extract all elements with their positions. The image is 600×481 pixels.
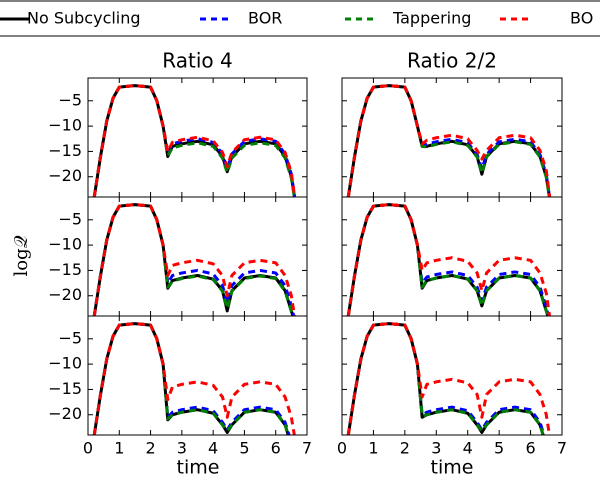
series-line — [92, 322, 291, 435]
panel-title: Ratio 2/2 — [407, 49, 497, 73]
x-tick-label: 0 — [83, 439, 93, 458]
x-axis-label: time — [431, 457, 474, 479]
x-tick-label: 5 — [239, 439, 249, 458]
series-line — [346, 84, 551, 197]
axes-frame — [87, 315, 308, 436]
plot-lines — [346, 322, 551, 435]
y-tick-label: −15 — [48, 260, 82, 279]
y-tick-label: −5 — [58, 328, 82, 347]
y-tick-label: −20 — [48, 404, 82, 423]
axes-frame — [87, 77, 308, 198]
series-line — [92, 322, 290, 435]
plot-lines — [92, 84, 297, 197]
y-tick-label: −20 — [48, 285, 82, 304]
series-line — [346, 322, 545, 435]
series-line — [92, 84, 296, 197]
y-tick-label: −5 — [58, 90, 82, 109]
panel-title: Ratio 4 — [162, 49, 232, 73]
series-line — [346, 322, 546, 435]
y-tick-label: −15 — [48, 379, 82, 398]
plot-lines — [346, 84, 552, 197]
legend-label: Tappering — [392, 9, 471, 28]
series-line — [92, 203, 295, 316]
x-tick-label: 2 — [145, 439, 155, 458]
series-line — [92, 203, 295, 316]
series-line — [346, 84, 552, 197]
y-tick-label: −15 — [48, 141, 82, 160]
x-tick-label: 1 — [114, 439, 124, 458]
y-tick-label: −10 — [48, 354, 82, 373]
x-tick-label: 4 — [463, 439, 473, 458]
axes-frame — [341, 77, 563, 198]
x-tick-label: 4 — [208, 439, 218, 458]
x-tick-label: 3 — [431, 439, 441, 458]
x-tick-label: 3 — [177, 439, 187, 458]
series-line — [346, 322, 545, 435]
x-tick-label: 7 — [557, 439, 567, 458]
series-line — [346, 203, 552, 316]
y-tick-label: −10 — [48, 235, 82, 254]
series-line — [92, 322, 296, 435]
x-tick-label: 1 — [368, 439, 378, 458]
x-tick-label: 7 — [302, 439, 312, 458]
series-line — [92, 203, 296, 316]
series-line — [346, 203, 550, 316]
series-line — [92, 84, 297, 197]
series-line — [92, 203, 297, 316]
y-tick-label: −5 — [58, 209, 82, 228]
legend-label: BOR — [248, 9, 282, 28]
y-tick-label: −10 — [48, 116, 82, 135]
x-tick-label: 2 — [400, 439, 410, 458]
x-tick-label: 6 — [525, 439, 535, 458]
plot-lines — [346, 203, 552, 316]
axes-frame — [87, 196, 308, 317]
series-line — [346, 84, 552, 197]
x-tick-label: 0 — [337, 439, 347, 458]
series-line — [346, 203, 551, 316]
series-line — [92, 322, 290, 435]
legend-label: No Subcycling — [27, 9, 141, 28]
series-line — [346, 322, 551, 435]
plot-lines — [92, 203, 297, 316]
x-axis-label: time — [177, 457, 220, 479]
plot-lines — [92, 322, 296, 435]
series-line — [346, 84, 551, 197]
legend-label: BO — [570, 9, 593, 28]
series-line — [346, 203, 550, 316]
series-line — [92, 84, 297, 197]
y-axis-label: log𝒬 — [11, 235, 32, 276]
x-tick-label: 5 — [494, 439, 504, 458]
axes-frame — [341, 315, 563, 436]
x-tick-label: 6 — [271, 439, 281, 458]
y-tick-label: −20 — [48, 166, 82, 185]
series-line — [92, 84, 297, 197]
